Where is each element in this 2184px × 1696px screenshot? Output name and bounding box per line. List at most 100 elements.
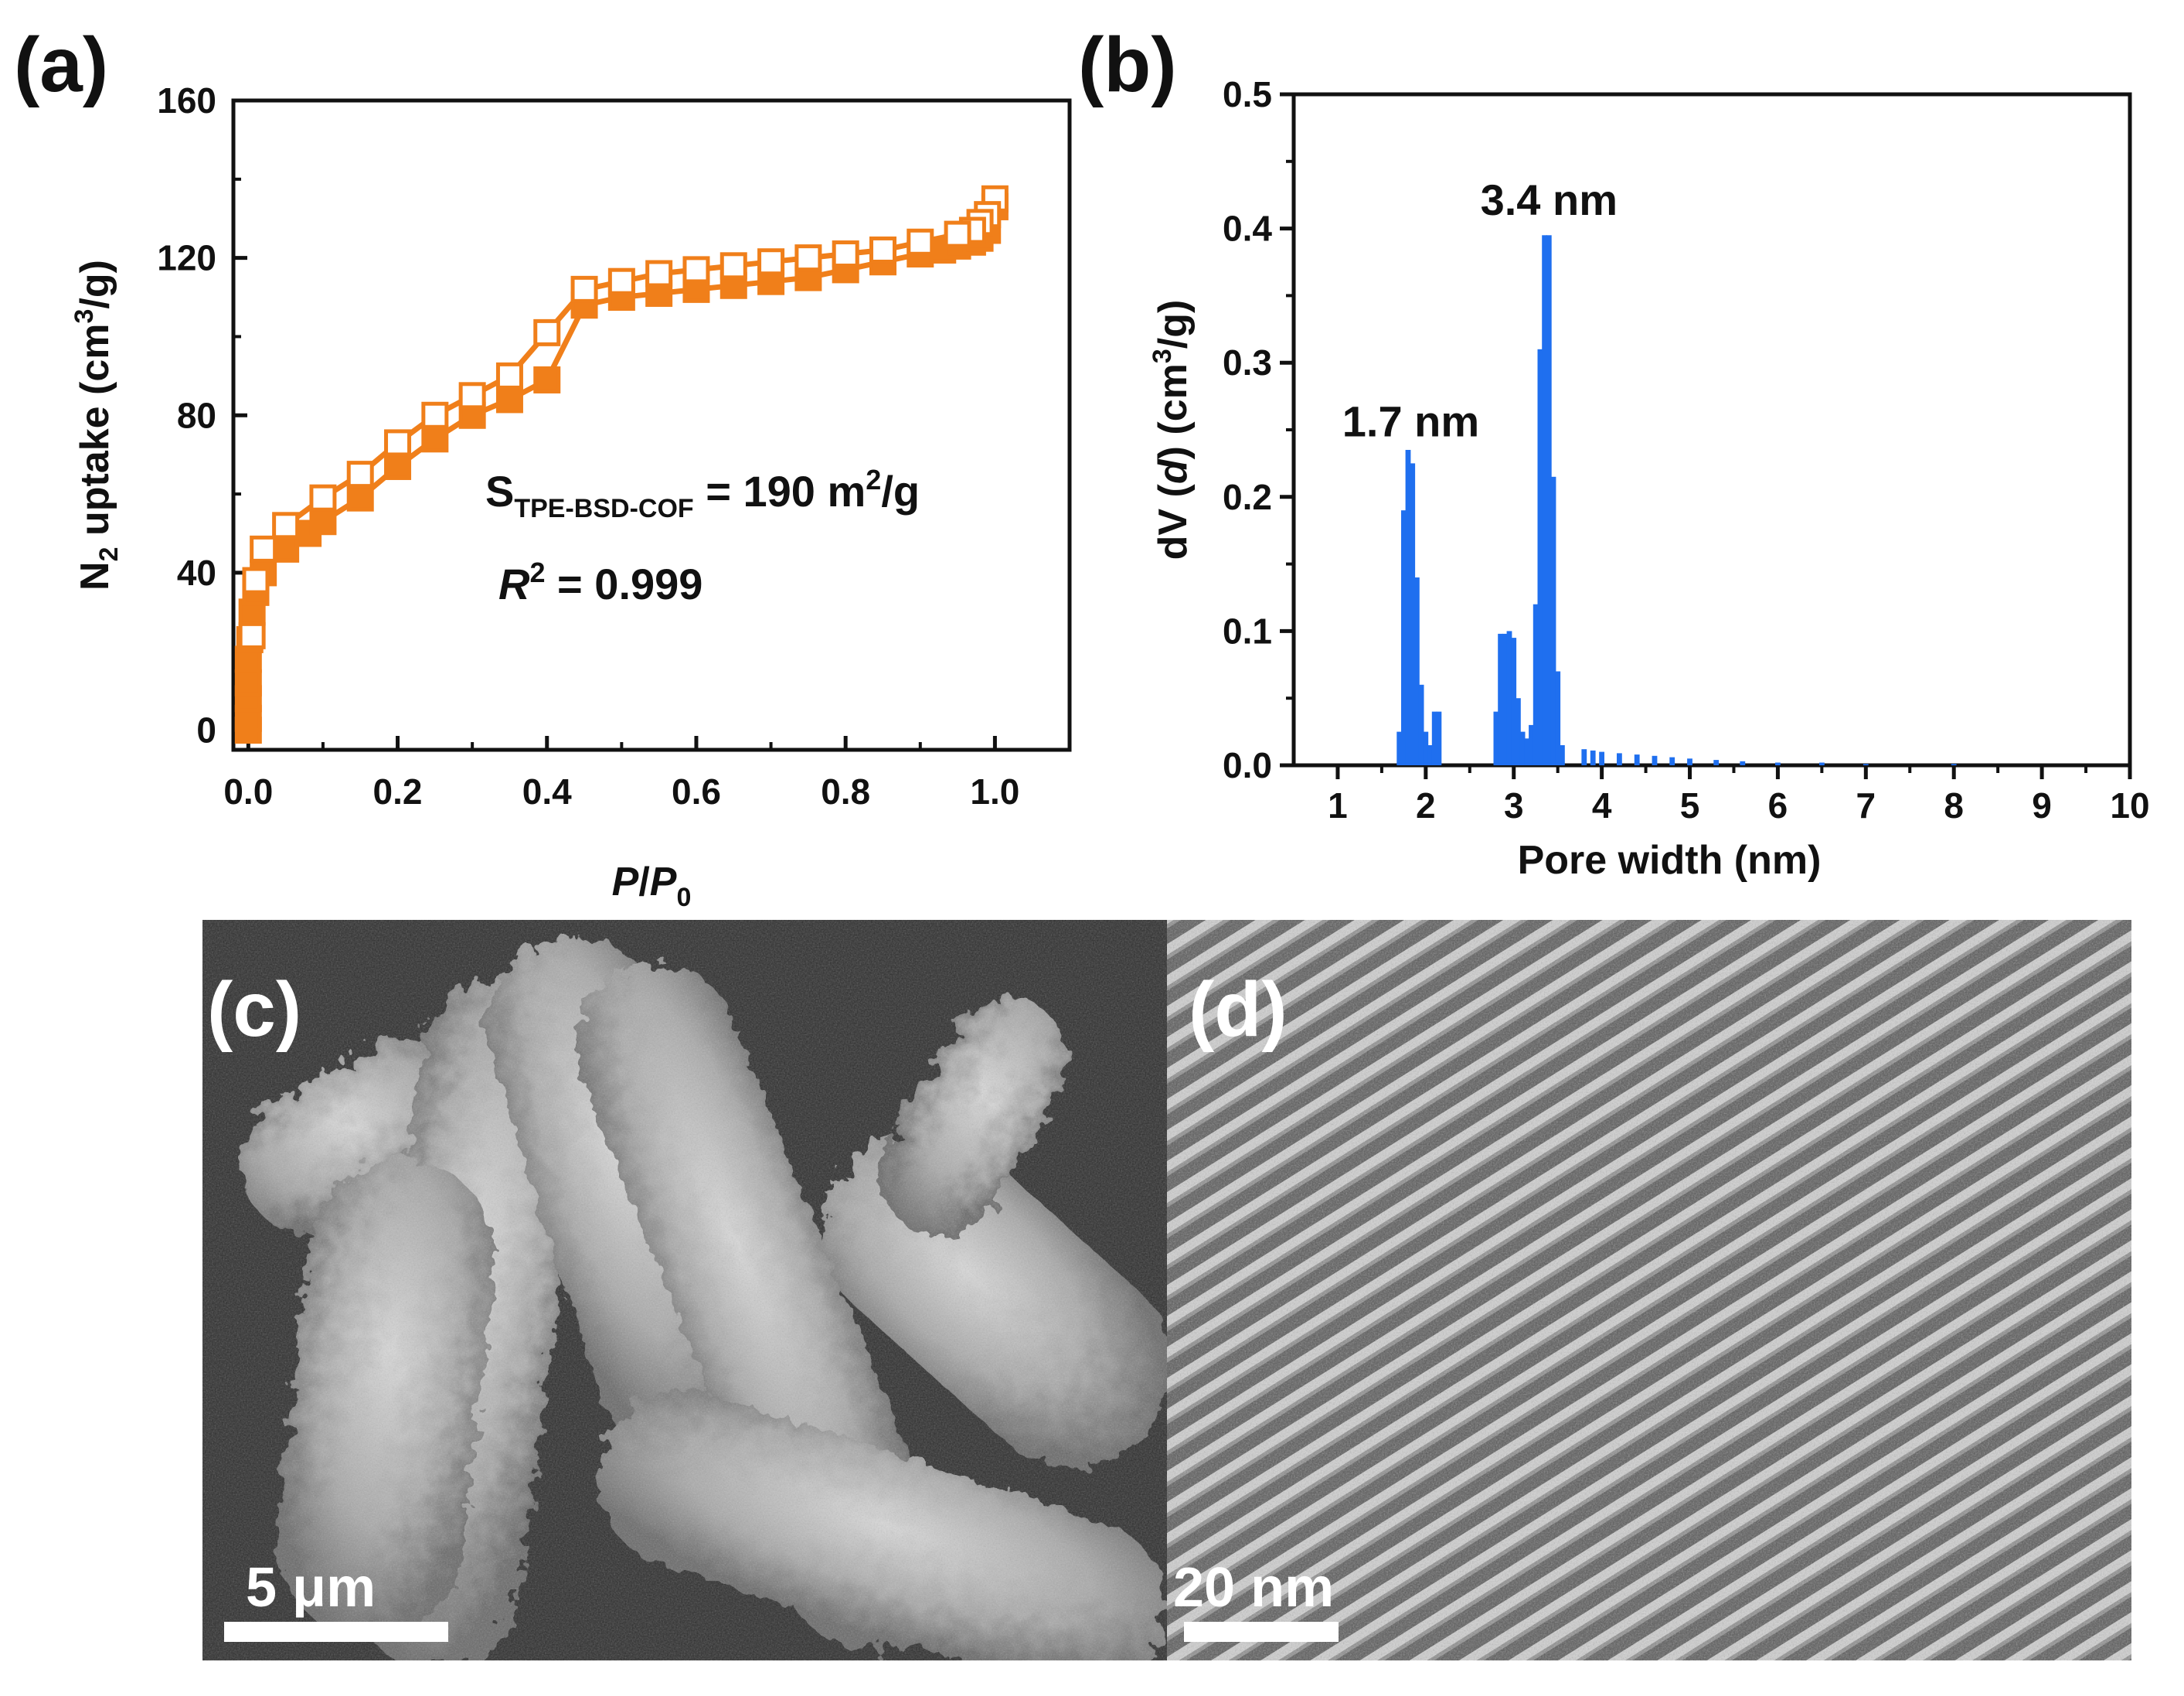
pore-bar	[1863, 764, 1869, 765]
adsorption-point	[495, 386, 523, 414]
y-tick-label: 0.5	[1223, 74, 1272, 114]
pore-bar	[1555, 671, 1561, 765]
adsorption-point	[384, 452, 412, 480]
panel-label-b: (b)	[1078, 22, 1177, 108]
pore-bar	[1542, 235, 1547, 765]
desorption-point	[384, 429, 412, 457]
desorption-point	[757, 248, 785, 276]
y-axis-title: N2 uptake (cm3/g)	[70, 260, 124, 591]
x-tick-label: 0.6	[672, 771, 721, 812]
x-axis-title: P/P0	[612, 860, 692, 912]
pore-bar	[1502, 633, 1508, 765]
y-tick-label: 0.0	[1223, 745, 1272, 785]
x-tick-label: 9	[2032, 785, 2052, 826]
x-tick-label: 10	[2110, 785, 2149, 826]
pore-distribution-bars	[1396, 235, 1957, 765]
desorption-point	[272, 512, 300, 540]
y-tick-label: 0.1	[1223, 611, 1272, 651]
pore-bar	[1405, 450, 1411, 765]
pore-bar	[1546, 235, 1552, 765]
pore-bar	[1560, 745, 1565, 765]
adsorption-point	[309, 508, 337, 536]
adsorption-point	[234, 669, 262, 696]
r-squared-annotation: R2 = 0.999	[498, 557, 702, 608]
x-tick-label: 5	[1680, 785, 1700, 826]
pore-bar	[1740, 761, 1746, 765]
pore-bar	[1519, 731, 1526, 765]
desorption-point	[869, 236, 896, 264]
desorption-point	[832, 240, 859, 268]
pore-bar	[1436, 711, 1442, 765]
x-tick-label: 2	[1416, 785, 1436, 826]
pore-bar	[1524, 738, 1530, 765]
pore-bar	[1537, 349, 1543, 765]
adsorption-point	[272, 535, 300, 563]
panel-label-c: (c)	[207, 966, 301, 1053]
desorption-point	[607, 267, 635, 295]
adsorption-point	[533, 366, 561, 393]
pore-bar	[1599, 751, 1604, 765]
surface-area-annotation: STPE-BSD-COF = 190 m2/g	[485, 464, 920, 523]
scale-bar	[1184, 1622, 1339, 1642]
pore-bar	[1652, 755, 1658, 765]
panel-label-d: (d)	[1189, 966, 1288, 1053]
desorption-point	[944, 220, 971, 248]
x-tick-label: 6	[1768, 785, 1788, 826]
x-tick-label: 8	[1944, 785, 1964, 826]
pore-bar	[1590, 750, 1596, 765]
peak-label: 1.7 nm	[1342, 397, 1479, 446]
pore-bar	[1634, 754, 1640, 765]
desorption-point	[645, 260, 673, 288]
pore-bar	[1713, 760, 1720, 765]
x-tick-label: 0.0	[223, 771, 273, 812]
pore-bar	[1516, 698, 1521, 765]
pore-bar	[1687, 758, 1692, 765]
plot-frame	[231, 98, 1072, 752]
desorption-point	[682, 256, 710, 284]
sem-micrograph: (c) 5 μm	[202, 920, 1167, 1660]
pore-bar	[1533, 604, 1539, 765]
isotherm-chart: 0.0 0.2 0.4 0.6 0.8 1.0 0 40 80 120 160 (a) P/P0 N…	[14, 22, 1072, 912]
pore-bar	[1423, 731, 1429, 765]
panel-label-a: (a)	[14, 22, 108, 108]
desorption-point	[458, 382, 486, 410]
desorption-point	[346, 461, 374, 489]
pore-bar	[1493, 711, 1499, 765]
desorption-point	[907, 228, 934, 256]
pore-bar	[1529, 724, 1534, 765]
pore-bar	[1431, 711, 1437, 765]
hrtem-micrograph: (d) 20 nm	[1167, 920, 2131, 1660]
pore-bar	[1581, 749, 1587, 765]
y-tick-label: 0.2	[1223, 477, 1272, 517]
scale-bar	[224, 1622, 448, 1642]
desorption-point	[495, 362, 523, 390]
x-tick-label: 3	[1504, 785, 1524, 826]
x-tick-label: 0.8	[821, 771, 870, 812]
pore-bar	[1506, 631, 1512, 765]
x-tick-label: 1.0	[970, 771, 1019, 812]
pore-bar	[1498, 633, 1503, 765]
pore-bar	[1414, 577, 1420, 765]
desorption-point	[570, 275, 598, 303]
desorption-point	[238, 622, 266, 649]
pore-bar	[1418, 684, 1424, 765]
x-tick-label: 7	[1856, 785, 1876, 826]
x-tick-label: 0.4	[522, 771, 572, 812]
pore-bar	[1669, 757, 1675, 765]
desorption-point	[421, 401, 449, 429]
pore-bar	[1617, 753, 1622, 765]
x-axis-title: Pore width (nm)	[1518, 838, 1822, 883]
peak-label: 3.4 nm	[1481, 175, 1618, 224]
scale-bar-label: 5 μm	[246, 1557, 376, 1619]
pore-bar	[1401, 510, 1407, 765]
y-tick-label: 120	[157, 238, 216, 278]
pore-bar	[1951, 764, 1957, 765]
y-tick-label: 80	[177, 395, 216, 435]
y-tick-label: 0	[196, 710, 216, 751]
adsorption-point	[421, 425, 449, 453]
y-tick-label: 0.3	[1223, 342, 1272, 383]
pore-bar	[1550, 476, 1556, 765]
desorption-point	[794, 244, 822, 272]
desorption-point	[242, 567, 270, 594]
peak-labels: 1.7 nm 3.4 nm	[1342, 175, 1618, 445]
